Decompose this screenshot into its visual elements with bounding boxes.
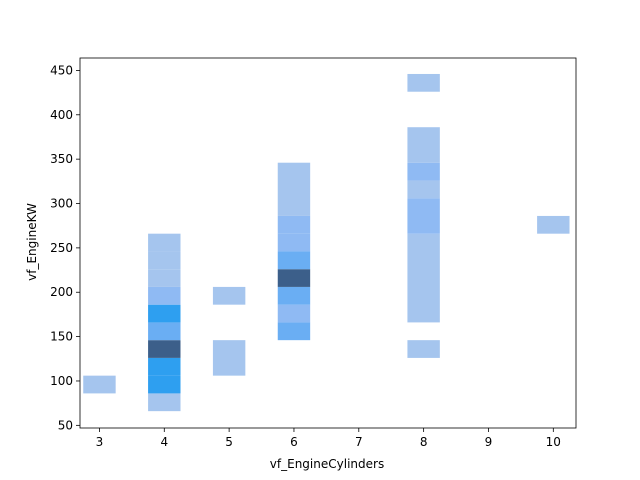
y-tick-label: 300 (50, 197, 73, 211)
heatmap-cell (277, 286, 311, 305)
heatmap-cell (407, 233, 440, 323)
heatmap-cell (148, 286, 181, 305)
y-tick-label: 250 (50, 241, 73, 255)
heatmap-cell (277, 233, 311, 252)
y-ticks: 50 100 150 200 250 300 350 400 450 (50, 63, 80, 432)
heatmap-cell (407, 73, 440, 92)
y-tick-label: 400 (50, 108, 73, 122)
y-tick-label: 150 (50, 330, 73, 344)
heatmap-cell (148, 375, 181, 394)
y-axis-label: vf_EngineKW (25, 203, 39, 281)
x-tick-label: 4 (160, 435, 168, 449)
heatmap-cell (83, 375, 116, 394)
heatmap-cell (148, 340, 181, 358)
heatmap-cell (277, 215, 311, 234)
heatmap-cell (148, 393, 181, 412)
heatmap-cell (277, 304, 311, 323)
x-tick-label: 7 (355, 435, 363, 449)
x-tick-label: 9 (485, 435, 493, 449)
heatmap-cell (277, 322, 311, 341)
heatmap-cell (212, 286, 246, 305)
heatmap-cell (407, 340, 440, 358)
y-tick-label: 200 (50, 285, 73, 299)
heatmap-cell (277, 251, 311, 270)
heatmap-cell (148, 233, 181, 252)
heatmap-cell (148, 251, 181, 270)
x-axis-label: vf_EngineCylinders (270, 457, 384, 471)
y-tick-label: 100 (50, 374, 73, 388)
plot-frame (79, 57, 577, 429)
heatmap-cell (277, 269, 311, 287)
y-tick-label: 350 (50, 152, 73, 166)
x-tick-label: 6 (290, 435, 298, 449)
x-tick-label: 10 (546, 435, 561, 449)
x-tick-label: 3 (96, 435, 104, 449)
heatmap-cell (407, 180, 440, 199)
y-tick-label: 50 (58, 418, 73, 432)
y-tick-label: 450 (50, 63, 73, 77)
x-ticks: 3 4 5 6 7 8 9 10 (96, 428, 561, 449)
heatmap-cell (407, 127, 440, 163)
heatmap-cell (148, 322, 181, 341)
heatmap-cell (148, 269, 181, 287)
x-tick-label: 5 (225, 435, 233, 449)
heatmap-cell (537, 215, 570, 234)
cells-layer (83, 73, 570, 412)
x-tick-label: 8 (420, 435, 428, 449)
heatmap-cell (407, 198, 440, 234)
heatmap-cell (407, 162, 440, 181)
heatmap-cell (148, 357, 181, 376)
heatmap-cell (148, 304, 181, 323)
heatmap-cell (212, 340, 246, 376)
heatmap-cell (277, 162, 311, 216)
